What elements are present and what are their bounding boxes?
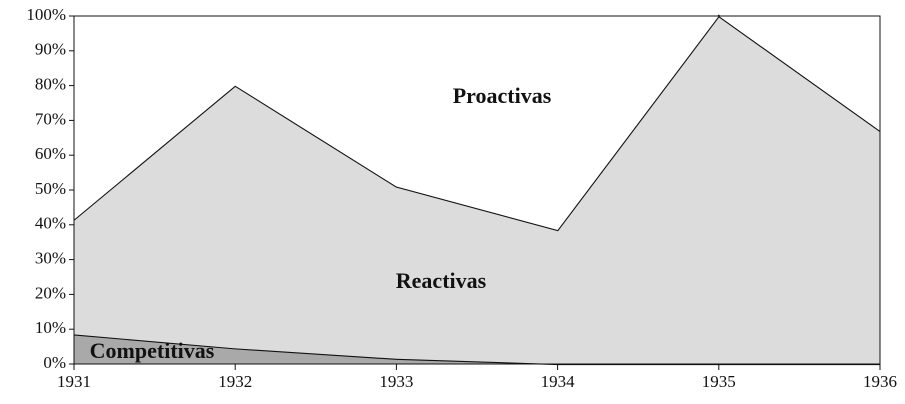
y-tick-label: 30% xyxy=(35,249,66,268)
y-tick-label: 70% xyxy=(35,109,66,128)
x-tick-label: 1933 xyxy=(379,372,413,391)
area xyxy=(74,334,880,364)
x-tick-label: 1934 xyxy=(541,372,576,391)
y-tick-label: 20% xyxy=(35,283,66,302)
y-tick-label: 0% xyxy=(43,353,66,372)
x-tick-label: 1931 xyxy=(57,372,91,391)
series-label: Proactivas xyxy=(453,83,552,108)
x-tick-label: 1936 xyxy=(863,372,897,391)
y-tick-label: 100% xyxy=(26,5,66,24)
y-tick-label: 50% xyxy=(35,179,66,198)
x-tick-label: 1935 xyxy=(702,372,736,391)
series-label: Competitivas xyxy=(90,338,215,363)
y-tick-label: 60% xyxy=(35,144,66,163)
areas xyxy=(73,14,881,366)
y-tick-label: 40% xyxy=(35,214,66,233)
y-tick-label: 90% xyxy=(35,40,66,59)
x-tick-label: 1932 xyxy=(218,372,252,391)
area xyxy=(74,16,880,231)
y-tick-label: 10% xyxy=(35,318,66,337)
area xyxy=(74,16,880,364)
series-label: Reactivas xyxy=(396,268,487,293)
y-tick-label: 80% xyxy=(35,75,66,94)
